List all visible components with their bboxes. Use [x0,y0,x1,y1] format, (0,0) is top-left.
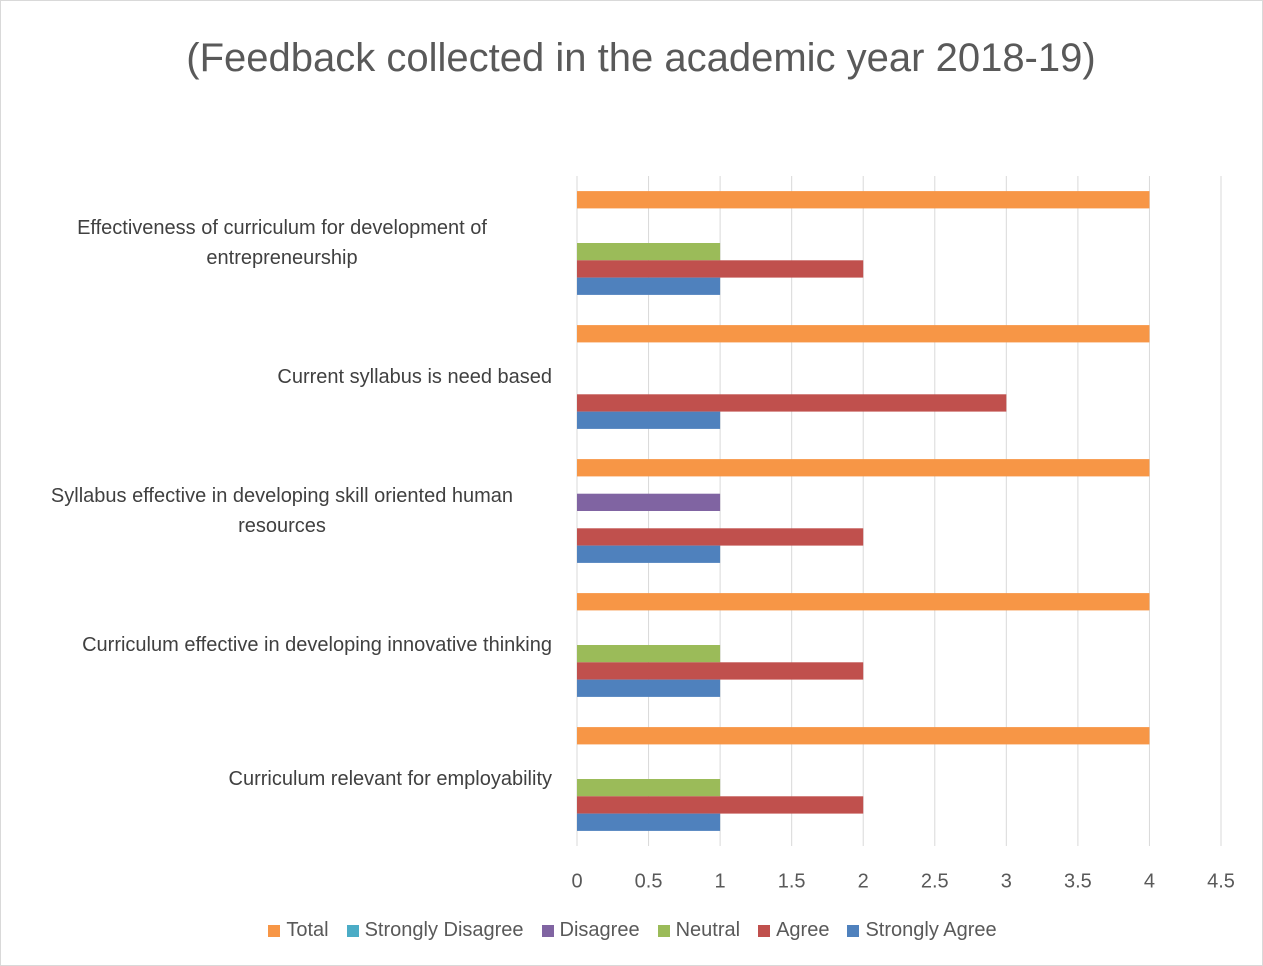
bar [577,493,721,511]
category-label: Current syllabus is need based [12,310,552,444]
legend-swatch [847,924,860,937]
x-tick-label: 0 [571,870,582,892]
legend-label: Strongly Agree [865,919,997,941]
legend-item: Strongly Disagree [346,919,524,942]
x-tick-label: 1.5 [778,870,806,892]
legend-label: Strongly Disagree [364,919,524,941]
bar [577,727,1150,745]
legend-label: Total [286,919,329,941]
bar [577,813,721,831]
bar [577,662,864,680]
legend-item: Neutral [657,919,741,942]
bar [577,277,721,295]
category-text: Current syllabus is need based [277,366,552,388]
bar [577,779,721,797]
category-text: Curriculum relevant for employability [228,768,552,790]
legend-swatch [758,924,771,937]
legend-label: Agree [776,919,830,941]
legend-item: Disagree [541,919,640,942]
category-label: Syllabus effective in developing skill o… [12,444,552,578]
category-label: Curriculum effective in developing innov… [12,578,552,712]
x-tick-label: 2 [858,870,869,892]
category-text: Effectiveness of curriculum for developm… [77,217,487,269]
legend-swatch [268,924,281,937]
legend-item: Agree [758,919,829,942]
bar [577,679,721,697]
bar [577,394,1007,412]
x-tick-label: 0.5 [635,870,663,892]
legend-label: Neutral [675,919,741,941]
bar [577,325,1150,343]
bar [577,593,1150,611]
category-label: Curriculum relevant for employability [12,712,552,846]
x-tick-label: 4 [1144,870,1155,892]
legend-swatch [541,924,554,937]
bar [577,796,864,814]
legend: Total Strongly Disagree Disagree Neutral Agr… [1,919,1262,942]
x-tick-label: 3 [1001,870,1012,892]
x-tick-label: 2.5 [921,870,949,892]
bar [577,645,721,663]
category-text: Syllabus effective in developing skill o… [50,485,514,537]
category-label: Effectiveness of curriculum for developm… [12,176,552,310]
bar [577,411,721,429]
x-tick-label: 1 [715,870,726,892]
legend-item: Total [268,919,329,942]
x-tick-label: 4.5 [1207,870,1235,892]
category-text: Curriculum effective in developing innov… [82,634,552,656]
legend-swatch [346,924,359,937]
x-tick-label: 3.5 [1064,870,1092,892]
chart-title: (Feedback collected in the academic year… [186,36,1096,80]
bar [577,459,1150,477]
bar [577,545,721,563]
legend-swatch [657,924,670,937]
legend-label: Disagree [559,919,640,941]
bar [577,528,864,546]
bar [577,260,864,278]
legend-item: Strongly Agree [847,919,997,942]
bar [577,243,721,261]
bar [577,191,1150,209]
